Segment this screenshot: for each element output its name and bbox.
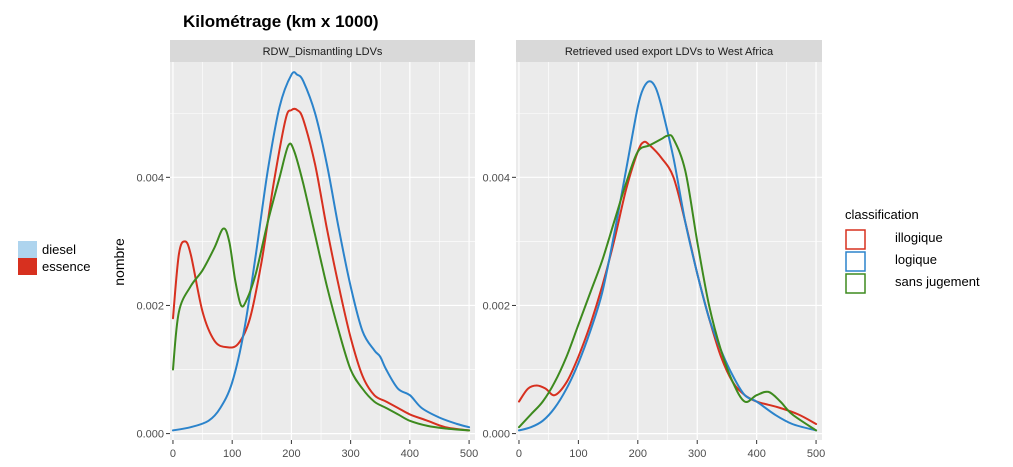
strip-background bbox=[170, 40, 475, 62]
x-tick-label: 400 bbox=[747, 448, 765, 460]
series-line-illogique bbox=[172, 107, 471, 432]
y-tick-label: 0.000 bbox=[482, 429, 510, 441]
color-legend: classification illogique logique sans jugem… bbox=[845, 207, 980, 294]
legend-key-illogique bbox=[845, 229, 866, 250]
x-tick-label: 400 bbox=[401, 448, 419, 460]
series-line-logique bbox=[518, 80, 818, 432]
legend-key-diesel bbox=[18, 241, 37, 258]
plot-background bbox=[170, 62, 475, 440]
y-tick-label: 0.002 bbox=[482, 300, 510, 312]
legend-label-essence: essence bbox=[42, 259, 90, 274]
strip-label: Retrieved used export LDVs to West Afric… bbox=[565, 46, 774, 58]
x-tick-label: 300 bbox=[341, 448, 359, 460]
y-tick-label: 0.004 bbox=[136, 172, 164, 184]
legend-key-essence bbox=[18, 258, 37, 275]
y-tick-label: 0.004 bbox=[482, 172, 510, 184]
legend-label-illogique: illogique bbox=[895, 230, 943, 245]
x-tick-label: 0 bbox=[170, 448, 176, 460]
panel-2: Retrieved used export LDVs to West Afric… bbox=[482, 40, 825, 460]
chart-title: Kilométrage (km x 1000) bbox=[183, 12, 379, 31]
panel-1: RDW_Dismantling LDVs 0 100 200 300 400 500 0.00… bbox=[136, 40, 478, 460]
series-line-sans-jugement bbox=[518, 134, 818, 432]
x-tick-label: 200 bbox=[282, 448, 300, 460]
strip-background bbox=[516, 40, 822, 62]
x-tick-label: 300 bbox=[688, 448, 706, 460]
legend-title: classification bbox=[845, 207, 919, 222]
x-tick-label: 100 bbox=[223, 448, 241, 460]
legend-label-sans-jugement: sans jugement bbox=[895, 274, 980, 289]
legend-label-diesel: diesel bbox=[42, 242, 76, 257]
y-axis-label: nombre bbox=[111, 238, 127, 286]
legend-label-logique: logique bbox=[895, 252, 937, 267]
legend-key-sans-jugement bbox=[845, 273, 866, 294]
x-tick-label: 500 bbox=[807, 448, 825, 460]
series-line-sans-jugement bbox=[172, 142, 471, 432]
x-tick-label: 0 bbox=[516, 448, 522, 460]
legend-key-logique bbox=[845, 251, 866, 272]
series-line-logique bbox=[172, 71, 471, 432]
fill-legend: diesel essence bbox=[18, 241, 90, 275]
x-tick-label: 100 bbox=[569, 448, 587, 460]
y-tick-label: 0.002 bbox=[136, 300, 164, 312]
y-tick-label: 0.000 bbox=[136, 429, 164, 441]
plot-background bbox=[516, 62, 822, 440]
x-tick-label: 200 bbox=[629, 448, 647, 460]
x-tick-label: 500 bbox=[460, 448, 478, 460]
strip-label: RDW_Dismantling LDVs bbox=[263, 46, 383, 58]
